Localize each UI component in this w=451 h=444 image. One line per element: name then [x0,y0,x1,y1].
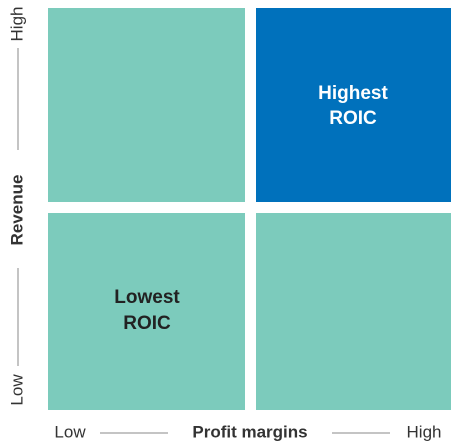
quadrant-bottom-left [48,213,245,410]
x-low-label: Low [54,422,86,441]
y-high-label: High [7,7,26,42]
quadrant-top-right [256,8,451,202]
quadrant-bottom-right [256,213,451,410]
quadrant-label: Lowest [114,287,180,308]
x-high-label: High [407,422,442,441]
quadrant-top-left [48,8,245,202]
quadrant-label: ROIC [123,313,171,334]
y-low-label: Low [7,374,26,406]
quadrant-label: ROIC [329,108,377,129]
quadrant-label: Highest [318,83,388,104]
x-axis-label: Profit margins [192,422,307,441]
y-axis-label: Revenue [7,175,26,246]
